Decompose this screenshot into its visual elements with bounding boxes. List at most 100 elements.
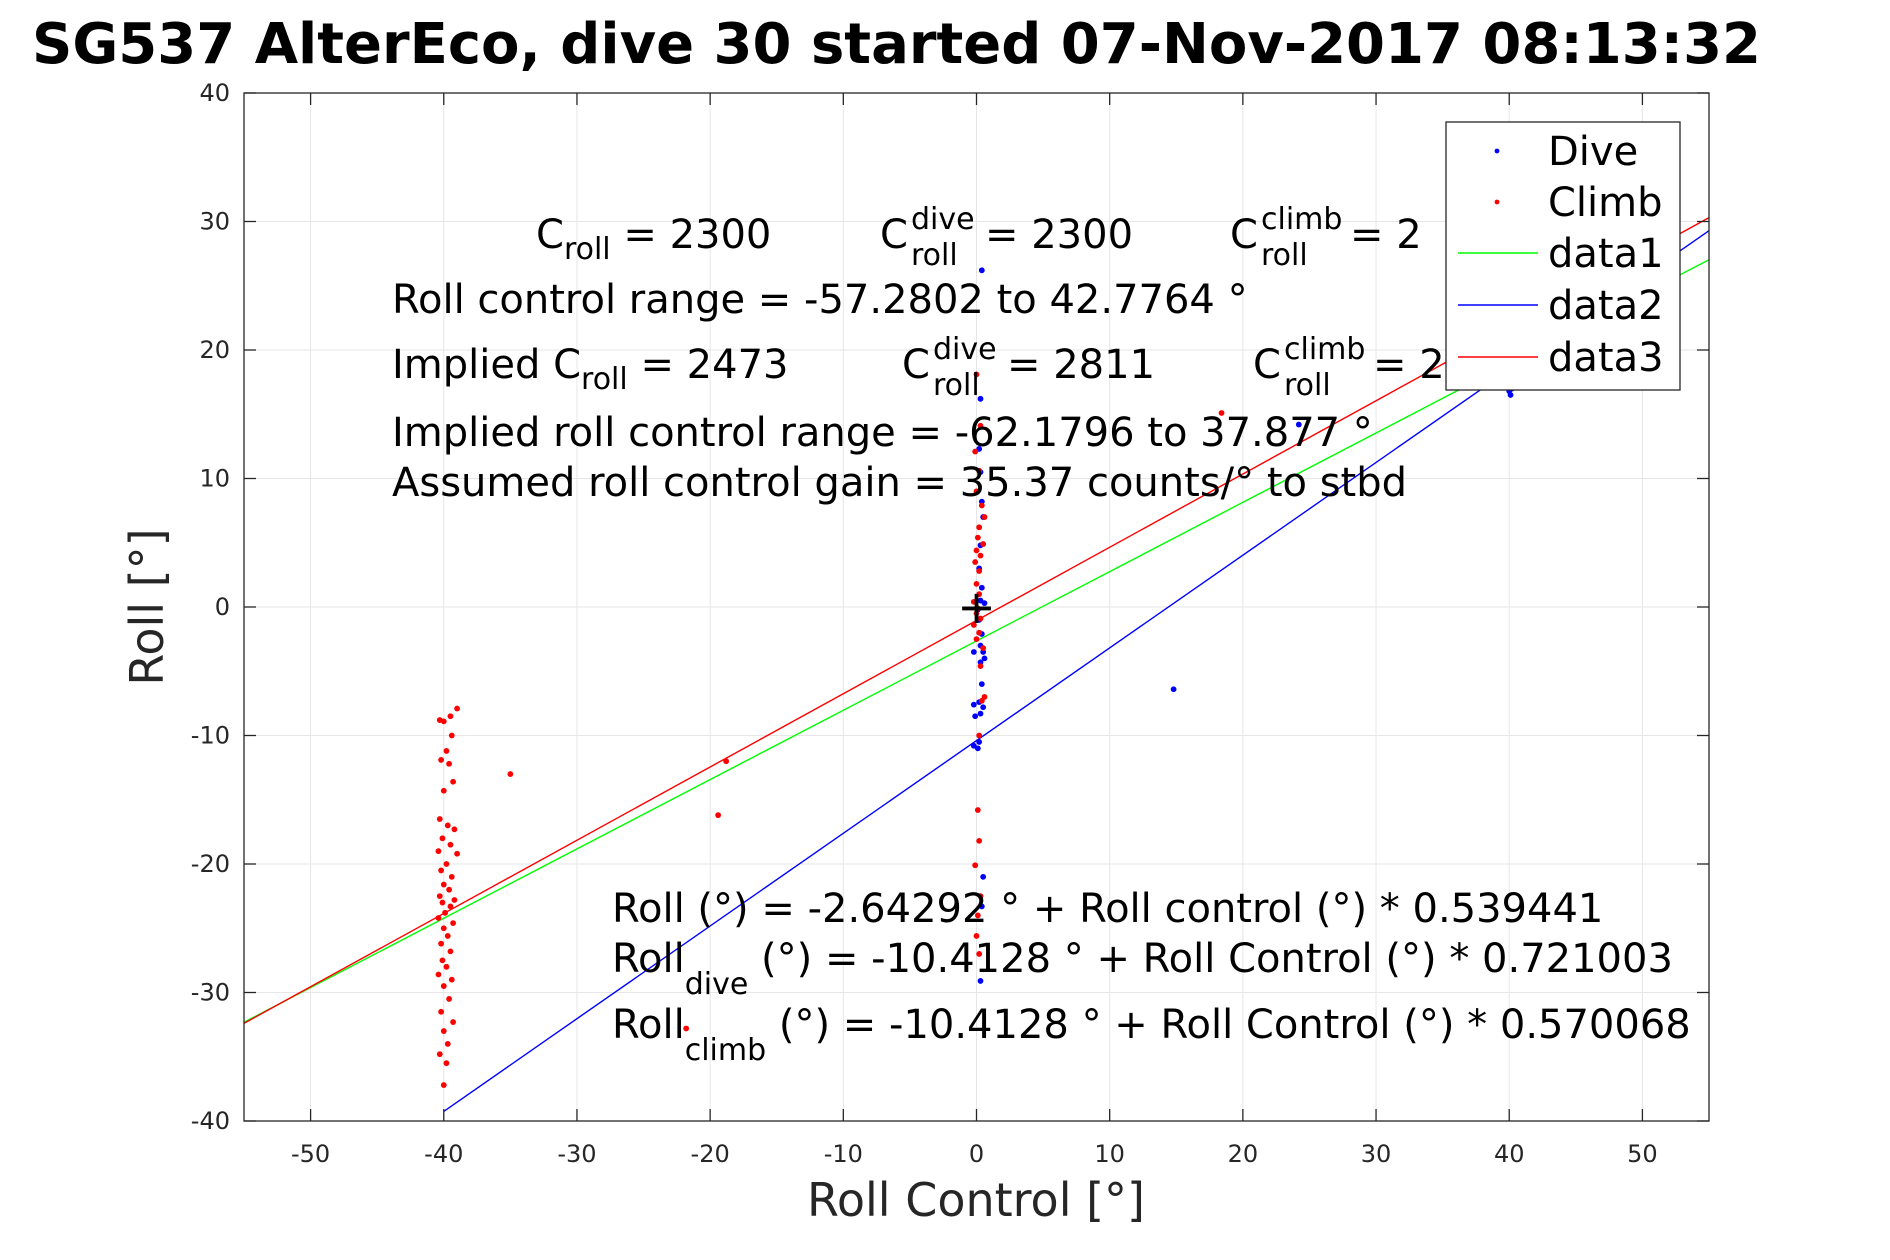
- climb-point: [450, 778, 456, 785]
- climb-point: [977, 663, 984, 670]
- climb-point: [448, 976, 455, 983]
- climb-point: [451, 826, 458, 833]
- climb-point: [683, 1025, 690, 1032]
- implied-c-roll-dive-value: = 2811: [1007, 342, 1155, 388]
- equation-roll-climb-rest: (°) = -10.4128 ° + Roll Control (°) * 0.…: [766, 1002, 1691, 1048]
- climb-point: [444, 822, 451, 829]
- equation-roll-dive-rest: (°) = -10.4128 ° + Roll Control (°) * 0.…: [748, 936, 1673, 982]
- implied-c-roll-symbol: Implied C: [392, 342, 581, 388]
- implied-c-roll-climb-value: = 2: [1373, 342, 1445, 388]
- annotation-line-2: Roll control range = -57.2802 to 42.7764…: [392, 277, 1248, 323]
- climb-point: [977, 422, 984, 429]
- climb-point: [448, 873, 455, 880]
- climb-point: [447, 903, 454, 910]
- dive-point: [970, 701, 977, 708]
- dive-point: [980, 704, 987, 711]
- dive-point: [974, 745, 981, 752]
- climb-point: [440, 1028, 447, 1034]
- implied-c-roll-climb-subscript: roll: [1284, 368, 1331, 403]
- x-tick-label: 40: [1494, 1140, 1525, 1168]
- annotation-line-5: Assumed roll control gain = 35.37 counts…: [392, 460, 1407, 506]
- y-tick-label: 40: [199, 79, 230, 107]
- climb-point: [973, 610, 980, 617]
- climb-point: [436, 1051, 443, 1058]
- dive-point: [1170, 686, 1177, 693]
- c-roll-dive-subscript: roll: [911, 238, 958, 273]
- climb-point: [440, 787, 447, 794]
- climb-point: [723, 758, 730, 765]
- dive-point: [978, 681, 985, 687]
- dive-point: [970, 649, 977, 655]
- y-axis-label: Roll [°]: [120, 528, 174, 685]
- legend-label-data3: data3: [1548, 335, 1664, 381]
- equation-roll-dive-subscript: dive: [685, 967, 749, 1002]
- x-tick-label: 50: [1627, 1140, 1658, 1168]
- dive-point: [978, 584, 985, 591]
- y-tick-label: -20: [191, 850, 230, 878]
- implied-c-roll-dive-symbol: C: [902, 342, 930, 388]
- climb-point: [970, 598, 977, 605]
- climb-point: [454, 850, 460, 857]
- climb-point: [976, 591, 983, 598]
- annotation-line-1-dive: C: [880, 212, 908, 258]
- climb-point: [981, 514, 988, 520]
- implied-c-roll-value: = 2473: [628, 342, 789, 388]
- dive-point: [980, 873, 987, 880]
- equation-roll: Roll (°) = -2.64292 ° + Roll control (°)…: [612, 886, 1603, 932]
- center-marker-layer: +: [957, 580, 996, 634]
- climb-point: [448, 732, 455, 739]
- climb-point: [977, 552, 984, 559]
- climb-point: [438, 1008, 445, 1015]
- climb-point: [443, 963, 450, 970]
- series-climb: [435, 371, 1225, 1088]
- climb-point: [974, 534, 981, 541]
- climb-point: [976, 568, 983, 574]
- climb-point: [446, 886, 452, 893]
- climb-point: [436, 717, 443, 723]
- dive-point: [981, 655, 988, 662]
- climb-point: [439, 957, 446, 964]
- climb-point: [974, 912, 981, 919]
- annotation-line-1: Croll = 2300: [536, 212, 771, 267]
- y-tick-label: -40: [191, 1107, 230, 1135]
- x-tick-label: -50: [291, 1140, 330, 1168]
- implied-c-roll-subscript: roll: [581, 362, 628, 397]
- c-roll-subscript: roll: [564, 232, 611, 267]
- y-tick-label: -30: [191, 979, 230, 1007]
- equation-roll-climb-subscript: climb: [685, 1033, 766, 1068]
- climb-point: [436, 893, 443, 900]
- climb-point: [976, 732, 983, 739]
- x-axis-label: Roll Control [°]: [807, 1173, 1145, 1227]
- legend-label-data1: data1: [1548, 231, 1664, 277]
- y-tick-label: 20: [199, 336, 230, 364]
- climb-point: [446, 760, 452, 767]
- climb-point: [973, 371, 980, 378]
- implied-c-roll-dive-superscript: dive: [933, 332, 997, 367]
- climb-point: [444, 933, 451, 939]
- climb-point: [443, 861, 450, 867]
- climb-point: [450, 1019, 456, 1025]
- y-tick-label: -10: [191, 722, 230, 750]
- annotation-line-3: Implied Croll = 2473: [392, 342, 788, 397]
- dive-point: [1295, 421, 1302, 428]
- c-roll-climb-symbol: C: [1230, 212, 1258, 258]
- climb-point: [972, 862, 979, 869]
- c-roll-climb-subscript: roll: [1261, 238, 1308, 273]
- climb-point: [980, 541, 987, 547]
- c-roll-dive-superscript: dive: [911, 202, 975, 237]
- climb-point: [444, 1041, 451, 1047]
- annotations: Croll = 2300 C dive roll = 2300 C climb …: [392, 202, 1691, 1068]
- climb-point: [450, 920, 456, 927]
- x-tick-label: -10: [824, 1140, 863, 1168]
- climb-point: [446, 996, 452, 1002]
- climb-point: [715, 812, 722, 819]
- c-roll-dive-symbol: C: [880, 212, 908, 258]
- climb-point: [436, 816, 443, 822]
- c-roll-dive-value: = 2300: [985, 212, 1133, 258]
- x-tick-label: 0: [969, 1140, 984, 1168]
- climb-point: [976, 951, 983, 957]
- climb-point: [973, 636, 980, 643]
- climb-point: [440, 925, 447, 932]
- climb-point: [440, 881, 447, 888]
